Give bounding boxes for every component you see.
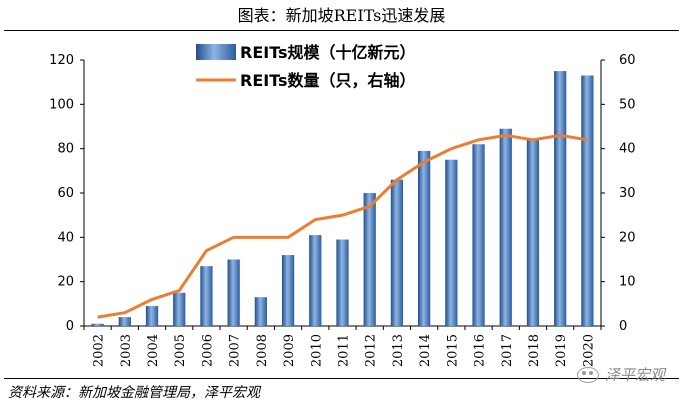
legend-bar-swatch: [196, 44, 236, 60]
y-left-tick-label: 40: [57, 230, 74, 245]
bar: [173, 292, 186, 326]
y-left-tick-label: 120: [49, 53, 74, 68]
bar: [363, 193, 376, 326]
watermark: 泽平宏观: [576, 364, 665, 385]
x-tick-label: 2005: [173, 334, 188, 367]
legend-line-label: REITs数量（只，右轴）: [240, 71, 416, 90]
legend: REITs规模（十亿新元） REITs数量（只，右轴）: [196, 43, 416, 90]
x-tick-label: 2009: [282, 334, 297, 367]
bar: [200, 266, 213, 326]
bar: [309, 235, 322, 326]
y-right-tick-label: 50: [619, 97, 636, 112]
y-right-tick-label: 0: [619, 319, 627, 334]
x-tick-label: 2014: [418, 334, 433, 367]
x-tick-label: 2012: [364, 334, 379, 367]
source-divider: [4, 378, 679, 379]
y-left-tick-label: 80: [57, 142, 74, 157]
chart-title: 图表：新加坡REITs迅速发展: [237, 6, 446, 25]
y-left-tick-label: 20: [57, 275, 74, 290]
bar: [445, 159, 458, 326]
x-tick-label: 2010: [309, 334, 324, 367]
bar: [91, 323, 104, 326]
title-divider: [4, 30, 679, 32]
bar: [554, 71, 567, 326]
bar: [581, 75, 594, 327]
bar: [526, 139, 540, 326]
y-left-tick-label: 60: [57, 186, 74, 201]
bar: [336, 239, 349, 326]
x-tick-label: 2004: [146, 334, 161, 367]
bar: [118, 317, 131, 326]
x-tick-label: 2007: [228, 334, 243, 367]
bar: [254, 297, 267, 326]
x-tick-label: 2015: [445, 334, 460, 367]
y-right-tick-label: 30: [619, 186, 636, 201]
bar: [472, 144, 485, 326]
watermark-text: 泽平宏观: [604, 366, 665, 384]
x-tick-label: 2002: [92, 334, 107, 367]
legend-bar-label: REITs规模（十亿新元）: [240, 43, 416, 62]
x-tick-label: 2008: [255, 334, 270, 367]
bar: [281, 255, 295, 326]
source-note: 资料来源：新加坡金融管理局，泽平宏观: [8, 385, 260, 401]
bar: [499, 128, 512, 326]
x-tick-label: 2013: [391, 334, 406, 367]
x-tick-label: 2016: [473, 334, 488, 367]
bar: [418, 150, 431, 326]
wechat-icon: [576, 366, 599, 383]
bar: [145, 306, 159, 326]
chart-svg: 0 20 40 60 80 100 120 0 10 20 30 40 50 60 2002 2003 2004…: [49, 43, 635, 367]
y-right-tick-label: 20: [619, 230, 636, 245]
x-tick-label: 2017: [500, 334, 515, 367]
y-right-tick-label: 10: [619, 275, 636, 290]
y-right-tick-label: 40: [619, 142, 636, 157]
x-tick-label: 2019: [554, 334, 569, 367]
x-tick-label: 2003: [119, 334, 134, 367]
x-tick-label: 2006: [200, 334, 215, 367]
y-left-tick-label: 0: [66, 319, 74, 334]
x-tick-label: 2018: [527, 334, 542, 367]
x-tick-label: 2020: [581, 334, 596, 367]
bar: [390, 179, 404, 326]
y-right-tick-label: 60: [619, 53, 636, 68]
x-tick-label: 2011: [337, 334, 352, 367]
bar: [227, 259, 240, 326]
chart-axes: 0 20 40 60 80 100 120 0 10 20 30 40 50 60 2002 2003 2004…: [49, 53, 635, 367]
y-left-tick-label: 100: [49, 97, 74, 112]
line-series: [97, 133, 588, 319]
bar-series: [91, 71, 594, 327]
